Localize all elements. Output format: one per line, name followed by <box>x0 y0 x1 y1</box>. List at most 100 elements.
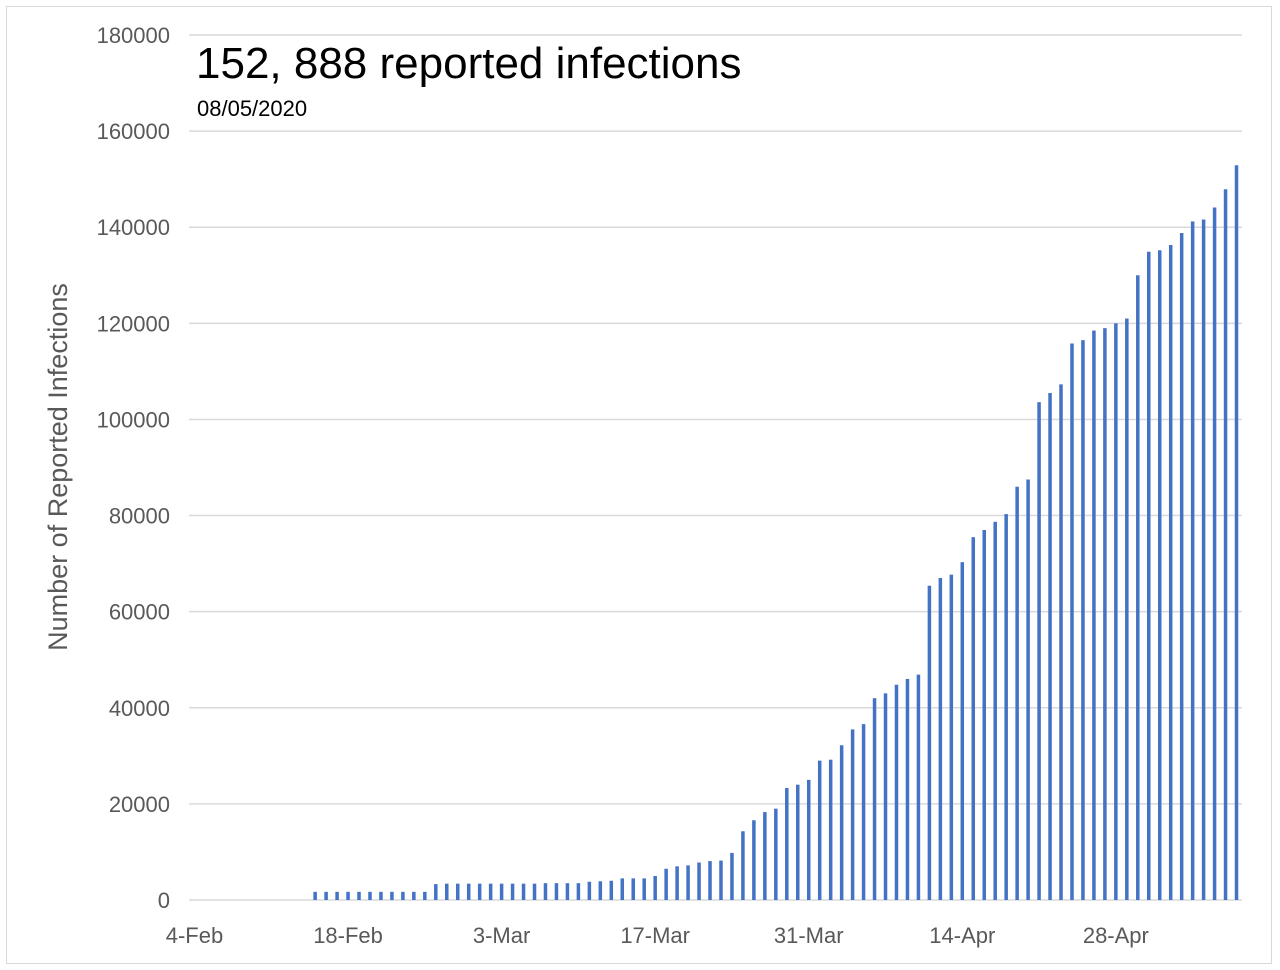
x-tick-label: 18-Feb <box>313 923 383 948</box>
bar <box>697 862 701 900</box>
bar <box>708 861 712 900</box>
bar <box>368 891 372 900</box>
y-tick-label: 40000 <box>109 696 170 721</box>
bar <box>445 883 449 900</box>
x-tick-label: 14-Apr <box>929 923 995 948</box>
bar <box>1136 275 1140 900</box>
bar <box>620 878 625 901</box>
bar <box>1168 245 1173 900</box>
bar <box>1223 189 1228 900</box>
chart-subtitle: 08/05/2020 <box>197 96 307 121</box>
bar <box>1212 207 1217 900</box>
y-tick-label: 0 <box>158 888 170 913</box>
bar <box>719 860 723 900</box>
bar <box>905 678 910 900</box>
bar <box>1026 479 1030 900</box>
bar <box>565 883 570 900</box>
bar <box>346 891 350 900</box>
bar <box>806 779 811 900</box>
y-tick-label: 20000 <box>109 792 170 817</box>
bar <box>313 891 317 900</box>
bar <box>927 585 932 900</box>
bar <box>1114 323 1118 901</box>
gridlines <box>189 34 1242 805</box>
bar <box>741 831 745 900</box>
bar <box>817 760 822 900</box>
bar <box>916 674 921 900</box>
bar <box>1081 340 1085 900</box>
bar <box>828 759 833 900</box>
bar <box>1070 343 1074 900</box>
bar <box>785 788 789 900</box>
bar <box>423 891 427 900</box>
bar <box>872 698 877 900</box>
bar <box>455 883 460 900</box>
bar <box>894 684 899 900</box>
bar <box>1092 330 1096 900</box>
bar <box>477 883 482 900</box>
bar <box>675 866 679 900</box>
bar <box>763 812 767 900</box>
bar <box>379 891 383 900</box>
bar <box>324 891 328 900</box>
bar <box>730 852 734 900</box>
bar <box>982 529 986 900</box>
bar <box>949 574 954 900</box>
bar <box>1103 328 1107 900</box>
bar <box>1015 486 1019 900</box>
bar-series <box>313 165 1239 901</box>
y-axis-tick-labels: 0 20000 40000 60000 80000 100000 120000 140000 1… <box>97 23 170 913</box>
bar <box>434 884 438 900</box>
bar <box>1234 165 1239 901</box>
y-tick-label: 180000 <box>97 23 170 48</box>
y-tick-label: 60000 <box>109 600 170 625</box>
bar <box>631 878 635 901</box>
bar <box>1147 251 1151 901</box>
bar <box>850 729 855 900</box>
bar <box>390 891 394 900</box>
bar <box>774 808 778 900</box>
bar <box>1125 318 1129 900</box>
bar <box>412 891 416 900</box>
bar <box>335 891 339 900</box>
bar <box>971 537 976 900</box>
x-axis-tick-labels: 4-Feb 18-Feb 3-Mar 17-Mar 31-Mar 14-Apr 28-Apr <box>166 923 1149 948</box>
x-tick-label: 3-Mar <box>473 923 530 948</box>
bar <box>609 880 614 900</box>
bar <box>1179 232 1184 901</box>
bar <box>883 693 888 900</box>
bar <box>642 878 646 901</box>
bar <box>532 883 537 900</box>
bar <box>554 883 559 900</box>
bar <box>543 883 548 900</box>
bar <box>598 881 603 900</box>
bar <box>1037 402 1041 900</box>
x-tick-label: 28-Apr <box>1083 923 1149 948</box>
x-tick-label: 17-Mar <box>620 923 690 948</box>
bar <box>993 521 997 900</box>
bar <box>839 745 844 900</box>
bar <box>1059 384 1063 900</box>
y-axis-label: Number of Reported Infections <box>43 283 73 651</box>
bar <box>1201 219 1206 900</box>
bar <box>1048 393 1052 900</box>
bar <box>357 891 361 900</box>
bar <box>1004 514 1008 900</box>
x-tick-label: 31-Mar <box>774 923 844 948</box>
bar <box>960 562 965 900</box>
bar <box>510 883 515 900</box>
chart-frame <box>6 6 1272 964</box>
x-tick-label: 4-Feb <box>166 923 223 948</box>
bar <box>587 881 592 900</box>
chart-title: 152, 888 reported infections <box>196 39 742 88</box>
bar <box>686 865 690 900</box>
y-tick-label: 160000 <box>97 119 170 144</box>
bar <box>401 891 405 900</box>
y-tick-label: 80000 <box>109 504 170 529</box>
bar <box>1157 250 1162 901</box>
bar <box>576 883 581 900</box>
bar <box>861 724 866 900</box>
bar <box>521 883 526 900</box>
bar <box>1190 221 1195 900</box>
